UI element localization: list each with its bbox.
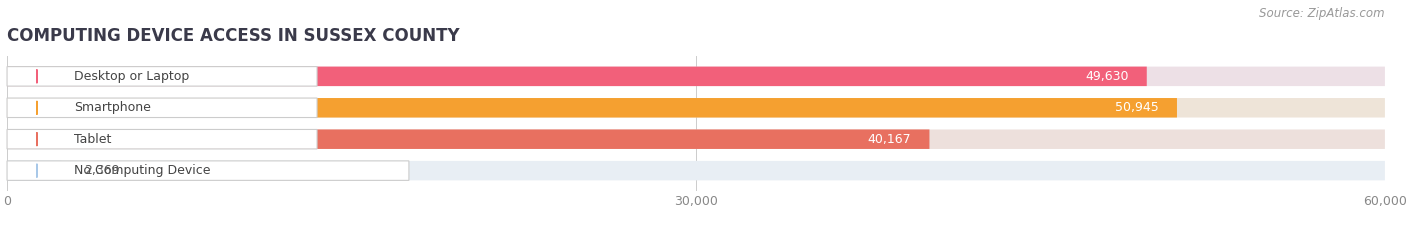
FancyBboxPatch shape [7,161,409,180]
FancyBboxPatch shape [7,98,318,117]
FancyBboxPatch shape [7,130,1385,149]
FancyBboxPatch shape [7,67,1385,86]
Text: Tablet: Tablet [73,133,111,146]
FancyBboxPatch shape [7,161,1385,180]
FancyBboxPatch shape [7,130,929,149]
Text: Smartphone: Smartphone [73,101,150,114]
Text: No Computing Device: No Computing Device [73,164,209,177]
FancyBboxPatch shape [7,67,1147,86]
Text: 2,369: 2,369 [84,164,120,177]
Text: 50,945: 50,945 [1115,101,1159,114]
FancyBboxPatch shape [7,130,318,149]
Text: Desktop or Laptop: Desktop or Laptop [73,70,188,83]
Text: 49,630: 49,630 [1085,70,1129,83]
Text: COMPUTING DEVICE ACCESS IN SUSSEX COUNTY: COMPUTING DEVICE ACCESS IN SUSSEX COUNTY [7,27,460,45]
Text: 40,167: 40,167 [868,133,911,146]
Text: Source: ZipAtlas.com: Source: ZipAtlas.com [1260,7,1385,20]
FancyBboxPatch shape [7,98,1177,117]
FancyBboxPatch shape [7,98,1385,117]
FancyBboxPatch shape [7,161,62,180]
FancyBboxPatch shape [7,67,318,86]
